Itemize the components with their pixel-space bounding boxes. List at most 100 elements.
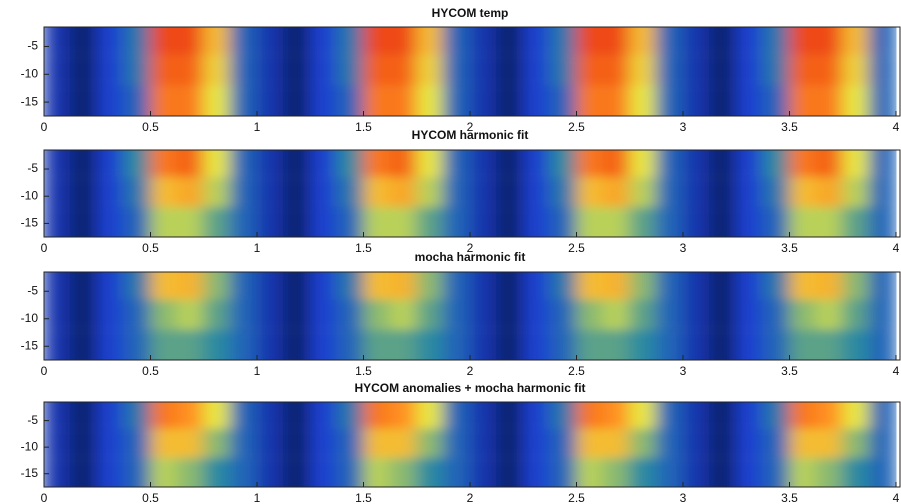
heat-cell: [256, 207, 285, 237]
heat-cell: [815, 272, 844, 300]
heat-cell: [549, 329, 577, 360]
heat-cell: [229, 27, 258, 55]
heat-cell: [682, 428, 711, 458]
heat-cell: [150, 457, 178, 487]
heat-cell: [70, 299, 98, 330]
heat-cell: [442, 54, 471, 86]
heat-cell: [176, 54, 205, 86]
x-tick-label: 0: [41, 241, 48, 255]
heat-cell: [549, 85, 577, 116]
heat-cell: [442, 150, 471, 178]
heat-cell: [682, 299, 711, 330]
heat-cell: [176, 272, 205, 300]
heat-cell: [735, 457, 764, 487]
heat-cell: [815, 402, 844, 429]
heat-cell: [442, 207, 471, 237]
heat-cell: [682, 207, 711, 237]
heat-cell: [203, 329, 231, 360]
x-tick-label: 2.5: [568, 491, 585, 504]
x-tick-label: 1.5: [355, 491, 372, 504]
heat-cell: [655, 299, 684, 330]
heat-cell: [256, 457, 285, 487]
heat-cell: [655, 150, 684, 178]
heat-cell: [229, 402, 258, 429]
heat-cell: [735, 428, 764, 458]
heat-cell: [762, 272, 790, 300]
heat-cell: [629, 402, 657, 429]
heat-cell: [842, 329, 870, 360]
heat-cell: [363, 27, 391, 55]
heat-cell: [123, 177, 151, 208]
heat-cell: [709, 457, 737, 487]
heat-cell: [602, 150, 631, 178]
heat-cell: [44, 177, 72, 208]
heat-cell: [709, 54, 737, 86]
x-tick-label: 4: [893, 120, 900, 134]
heat-cell: [469, 54, 498, 86]
heat-cell: [576, 457, 604, 487]
heat-cell: [176, 85, 205, 116]
plot-frame: [43, 271, 901, 361]
heat-cell: [842, 402, 870, 429]
heat-cell: [336, 177, 364, 208]
heat-cell: [442, 329, 471, 360]
heat-cell: [735, 207, 764, 237]
heat-cell: [682, 27, 711, 55]
y-tick-label: -10: [21, 66, 39, 80]
x-tick-label: 4: [893, 364, 900, 378]
heat-cell: [815, 54, 844, 86]
heat-cell: [309, 428, 338, 458]
heat-cell: [602, 272, 631, 300]
heat-cell: [256, 150, 285, 178]
heat-cell: [283, 85, 311, 116]
heat-cell: [389, 150, 418, 178]
heat-cell: [283, 402, 311, 429]
heat-cell: [469, 85, 498, 116]
x-tick-label: 0: [41, 491, 48, 504]
heat-cell: [629, 54, 657, 86]
heat-cell: [868, 299, 897, 330]
x-tick-label: 2.5: [568, 120, 585, 134]
heat-cell: [789, 177, 817, 208]
heat-cell: [123, 402, 151, 429]
heat-cell: [203, 457, 231, 487]
heat-cell: [762, 207, 790, 237]
x-tick-label: 0.5: [142, 364, 159, 378]
heat-cell: [336, 299, 364, 330]
heat-cell: [496, 150, 524, 178]
heat-cell: [123, 85, 151, 116]
heat-cell: [496, 299, 524, 330]
heat-cell: [709, 272, 737, 300]
x-tick-label: 2: [467, 120, 474, 134]
heat-cell: [815, 457, 844, 487]
heat-cell: [655, 85, 684, 116]
heat-cell: [576, 329, 604, 360]
heat-cell: [868, 27, 897, 55]
x-tick-label: 0: [41, 120, 48, 134]
heat-cell: [309, 299, 338, 330]
heat-cell: [123, 299, 151, 330]
heat-cell: [176, 428, 205, 458]
heat-cell: [336, 272, 364, 300]
heat-cell: [682, 402, 711, 429]
heat-cell: [868, 329, 897, 360]
heat-cell: [655, 207, 684, 237]
heat-cell: [522, 272, 551, 300]
heat-cell: [655, 428, 684, 458]
heat-cell: [203, 299, 231, 330]
heat-cell: [123, 207, 151, 237]
heat-cell: [496, 402, 524, 429]
heat-cell: [469, 329, 498, 360]
heat-cell: [789, 428, 817, 458]
heat-cell: [256, 402, 285, 429]
heat-cell: [789, 299, 817, 330]
heat-cell: [203, 150, 231, 178]
heat-cell: [44, 85, 72, 116]
heat-cell: [629, 272, 657, 300]
heat-cell: [629, 177, 657, 208]
heat-cell: [682, 272, 711, 300]
x-tick-label: 0: [41, 364, 48, 378]
x-tick-label: 3.5: [781, 491, 798, 504]
heat-cell: [123, 457, 151, 487]
heat-cell: [576, 428, 604, 458]
